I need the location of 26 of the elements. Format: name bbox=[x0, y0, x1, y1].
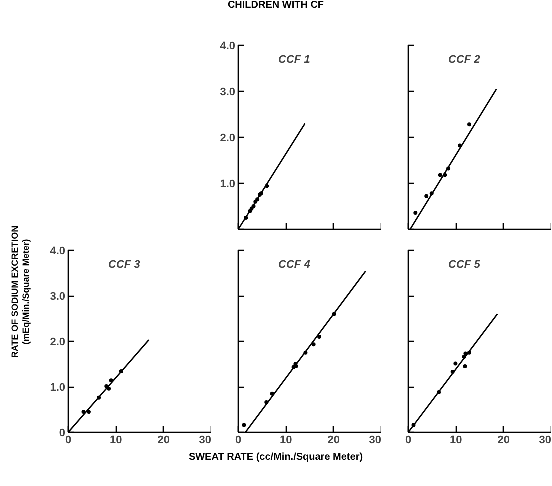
x-axis-title: SWEAT RATE (cc/Min./Square Meter) bbox=[188, 452, 364, 464]
y-axis-title: RATE OF SODIUM EXCRETION (mEq/Min./Square Meter) bbox=[10, 226, 32, 358]
x-tick-label: 30 bbox=[199, 434, 212, 446]
text: CCF 5 bbox=[448, 259, 482, 272]
x-tick-label: 20 bbox=[498, 434, 510, 446]
text: CCF 4 bbox=[278, 259, 310, 272]
text: CCF 1 bbox=[278, 54, 310, 66]
y-tick-label: 2.0 bbox=[50, 336, 66, 348]
y-tick-label: 3.0 bbox=[50, 291, 66, 303]
text: CHILDREN WITH CF bbox=[228, 0, 324, 12]
y-tick-label: 1.0 bbox=[50, 382, 66, 394]
text: CCF 3 bbox=[108, 259, 140, 272]
y-tick-label: 1.0 bbox=[220, 178, 236, 190]
x-tick-label: 10 bbox=[280, 434, 292, 446]
x-tick-label: 0 bbox=[405, 434, 412, 446]
x-tick-label: 20 bbox=[158, 434, 170, 446]
y-tick-label: 2.0 bbox=[220, 132, 236, 144]
x-tick-label: 10 bbox=[450, 434, 462, 446]
x-tick-label: 30 bbox=[539, 434, 552, 446]
x-tick-label: 10 bbox=[110, 434, 122, 446]
y-tick-label: 4.0 bbox=[220, 40, 236, 52]
x-tick-label: 20 bbox=[328, 434, 340, 446]
text: CCF 2 bbox=[448, 54, 480, 66]
y-tick-label: 3.0 bbox=[220, 86, 236, 98]
x-tick-label: 30 bbox=[369, 434, 382, 446]
y-tick-label: 4.0 bbox=[50, 246, 66, 258]
